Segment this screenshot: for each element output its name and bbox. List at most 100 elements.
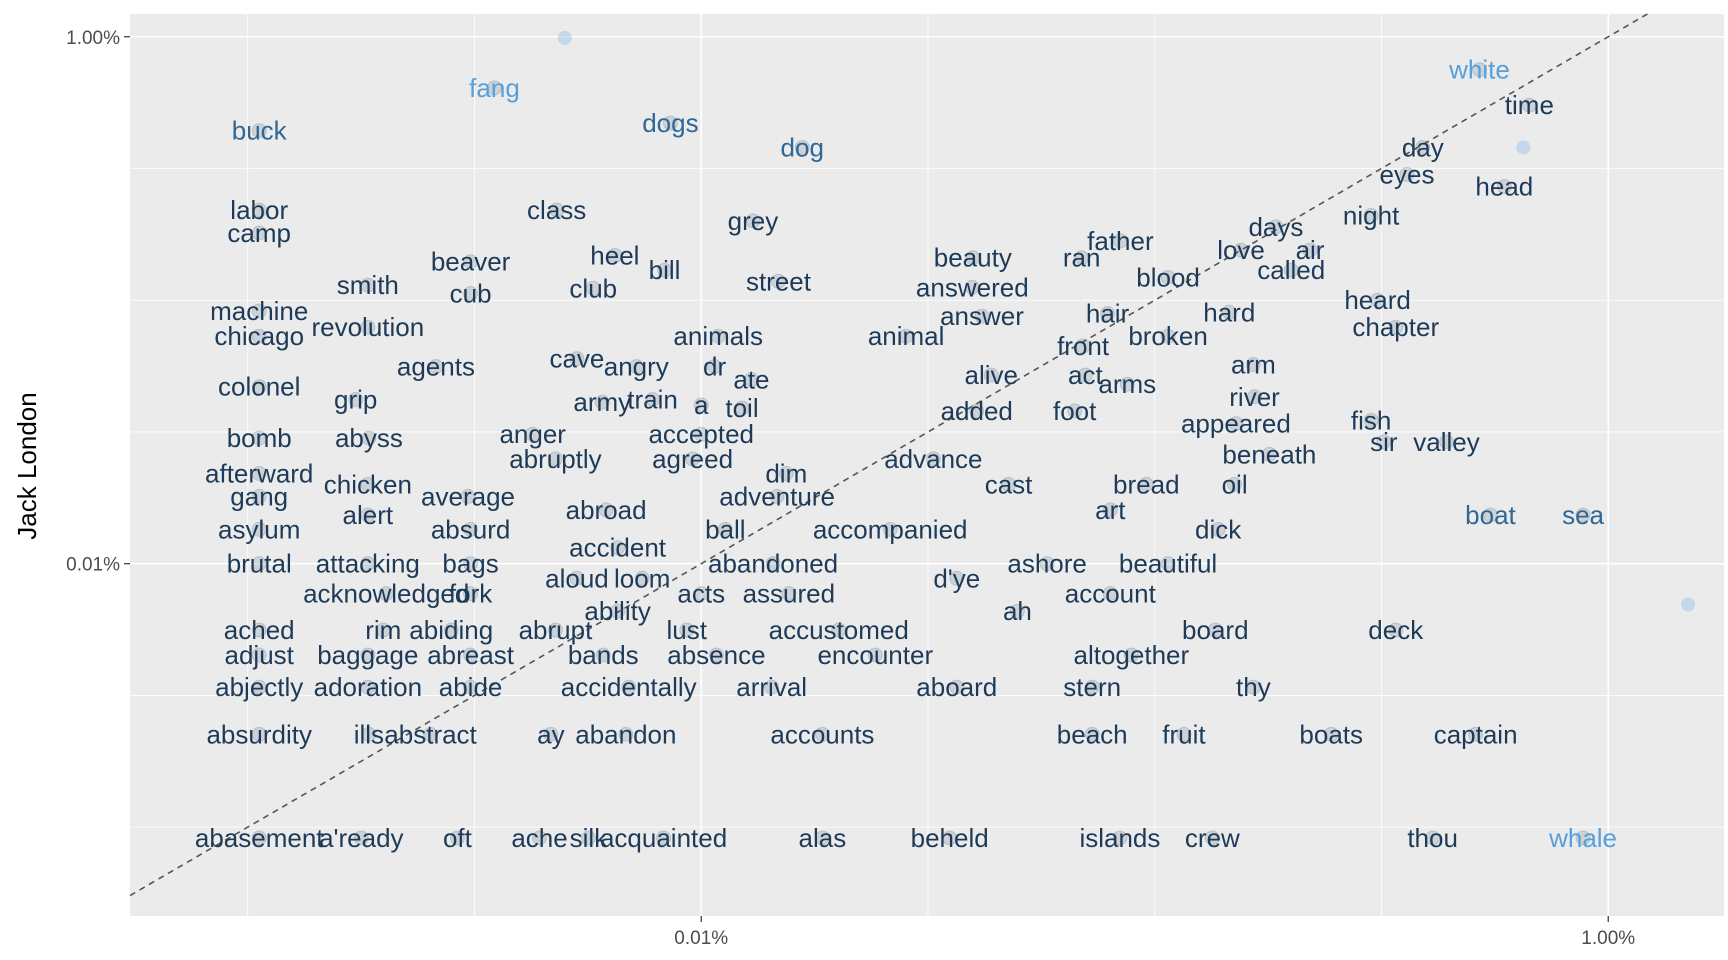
word-label: dr [703,352,726,382]
word-label: days [1248,212,1303,242]
word-label: machine [210,296,308,326]
data-point [1204,830,1220,846]
data-point [1160,328,1176,344]
data-point [1123,647,1139,663]
data-point [360,679,376,695]
word-label: abruptly [509,444,602,474]
word-label: club [569,273,617,303]
word-label: abjectly [215,672,303,702]
word-label: heard [1344,285,1411,315]
y-tick-label: 0.01% [66,555,120,576]
data-point [463,679,479,695]
word-label: bill [649,255,681,285]
word-label: train [627,384,678,414]
word-label: abiding [409,615,493,645]
word-label: thou [1407,823,1458,853]
data-point [361,726,377,742]
word-label: crew [1185,823,1240,853]
data-point [251,622,267,638]
word-label: boats [1299,719,1363,749]
word-label: beach [1057,719,1128,749]
data-point [1210,521,1226,537]
data-point [569,351,585,367]
word-label: rim [365,615,401,645]
word-label: chapter [1352,312,1439,342]
word-label: cub [450,279,492,309]
data-point [449,830,465,846]
word-label: chicken [324,469,412,499]
data-point [580,830,596,846]
word-label: river [1229,382,1280,412]
word-label: class [527,195,586,225]
word-label: head [1475,172,1533,202]
data-point [251,556,267,572]
word-label: deck [1368,615,1424,645]
data-point [769,488,785,504]
data-point [251,123,267,139]
data-point [1268,219,1284,235]
data-point [463,586,479,602]
word-label: ability [584,596,650,626]
word-label: abrupt [519,615,593,645]
word-label: animal [868,321,945,351]
word-label: angry [604,352,669,382]
word-label: fork [449,579,493,609]
word-label: advance [884,444,982,474]
word-label: street [746,266,812,296]
word-label: hair [1086,299,1130,329]
data-point [745,213,761,229]
word-label: agreed [652,444,733,474]
word-label: beaver [431,247,511,277]
data-point [1039,556,1055,572]
word-label: board [1182,615,1249,645]
data-point [693,586,709,602]
word-label: bread [1113,469,1180,499]
word-label: ay [537,719,564,749]
data-point [1302,242,1318,258]
y-axis-title: Jack London [12,392,42,539]
data-point [348,391,364,407]
data-point [251,202,267,218]
data-point [251,303,267,319]
data-point [1112,830,1128,846]
data-point [1575,830,1591,846]
word-label: cast [985,469,1033,499]
word-label: brutal [227,549,292,579]
data-point [974,308,990,324]
data-point [657,262,673,278]
word-label: gang [230,481,288,511]
data-point [1221,304,1237,320]
word-label: alas [799,823,847,853]
word-label: ache [511,823,567,853]
data-point [486,80,502,96]
word-label: grey [728,206,779,236]
word-label: bands [568,640,639,670]
data-point [770,273,786,289]
word-label: agents [397,352,475,382]
x-tick-label: 0.01% [674,928,728,949]
word-label: afterward [205,458,313,488]
word-label: acquainted [600,823,727,853]
word-label: abyss [335,423,403,453]
data-point [1160,556,1176,572]
word-label: time [1505,90,1554,120]
word-label: beheld [911,823,989,853]
word-label: acts [677,579,725,609]
data-point [443,622,459,638]
word-label: altogether [1074,640,1190,670]
word-label: accompanied [813,514,968,544]
word-label: abandon [575,719,676,749]
word-label: attacking [316,549,420,579]
word-label: camp [227,218,291,248]
data-point [547,622,563,638]
highlight-point [1681,597,1696,612]
data-point [965,250,981,266]
data-point [949,679,965,695]
data-point [360,507,376,523]
word-label: fish [1351,405,1391,435]
data-point [547,451,563,467]
word-label: whale [1548,823,1617,853]
word-label: arm [1231,350,1276,380]
word-label: heel [590,240,639,270]
data-point [378,586,394,602]
